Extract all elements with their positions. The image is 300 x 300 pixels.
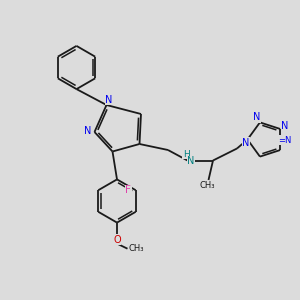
Text: N: N — [105, 95, 112, 105]
Text: O: O — [113, 235, 121, 245]
Text: CH₃: CH₃ — [199, 182, 215, 190]
Text: =N: =N — [278, 136, 291, 145]
Text: CH₃: CH₃ — [128, 244, 144, 253]
Text: H: H — [183, 150, 189, 159]
Text: N: N — [281, 121, 289, 131]
Text: N: N — [84, 125, 92, 136]
Text: N: N — [188, 156, 195, 166]
Text: F: F — [125, 185, 131, 195]
Text: N: N — [253, 112, 261, 122]
Text: N: N — [242, 137, 250, 148]
